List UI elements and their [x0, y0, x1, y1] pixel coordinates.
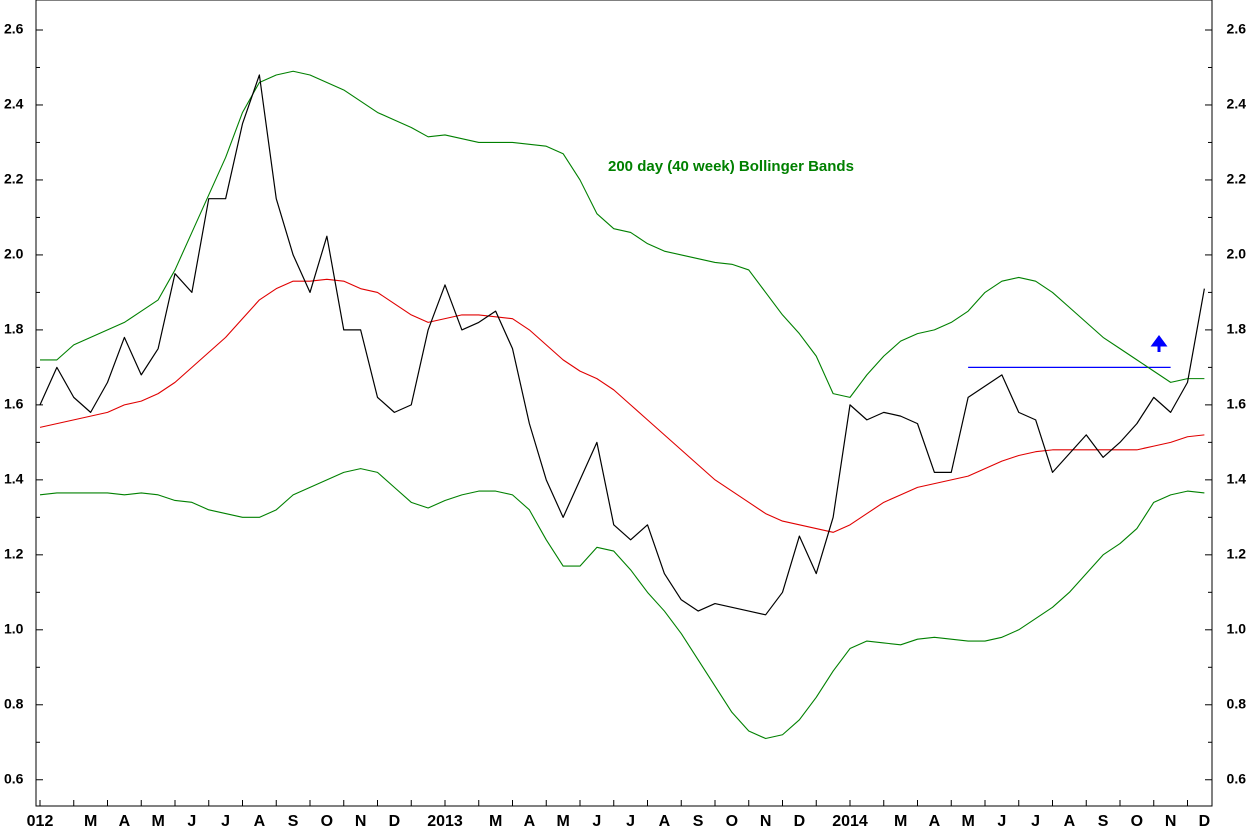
series-line	[40, 70, 1205, 398]
x-tick-label: D	[389, 813, 401, 830]
y2-tick-label: 2.6	[1227, 21, 1247, 37]
x-tick-label: M	[151, 813, 164, 830]
x-tick-label: D	[1199, 813, 1211, 830]
y2-tick-label: 0.6	[1227, 770, 1247, 786]
x-tick-label: N	[355, 813, 367, 830]
x-tick-label: M	[84, 813, 97, 830]
axes: 0.6 0.6 0.8 0.8 1.0 1.0 1.2 1.2 1.4 1.4 1.6 1.6 1.8 1…	[4, 21, 1246, 831]
series-line	[39, 74, 1205, 616]
series-line	[39, 468, 1205, 740]
y2-tick-label: 1.2	[1227, 546, 1247, 562]
x-tick-label: J	[592, 813, 601, 830]
x-tick-label: O	[1131, 813, 1143, 830]
x-tick-label: S	[1098, 813, 1109, 830]
x-tick-label: M	[961, 813, 974, 830]
y-tick-label: 1.4	[4, 471, 24, 487]
x-tick-label: 012	[27, 813, 54, 830]
x-tick-label: J	[221, 813, 230, 830]
x-tick-label: 2013	[427, 813, 463, 830]
x-tick-label: J	[187, 813, 196, 830]
x-tick-label: M	[894, 813, 907, 830]
x-tick-label: O	[726, 813, 738, 830]
y2-tick-label: 1.0	[1227, 621, 1247, 637]
x-tick-label: A	[524, 813, 536, 830]
x-tick-label: A	[1064, 813, 1076, 830]
x-tick-label: O	[321, 813, 333, 830]
annotation: 200 day (40 week) Bollinger Bands	[608, 158, 854, 175]
y2-tick-label: 2.0	[1227, 246, 1247, 262]
y2-tick-label: 1.8	[1227, 321, 1247, 337]
y2-tick-label: 2.4	[1227, 96, 1247, 112]
y-tick-label: 0.8	[4, 695, 24, 711]
y2-tick-label: 2.2	[1227, 171, 1247, 187]
x-tick-label: N	[760, 813, 772, 830]
y-tick-label: 1.8	[4, 321, 24, 337]
x-tick-label: 2014	[832, 813, 868, 830]
series-line	[39, 278, 1205, 533]
y-tick-label: 2.2	[4, 171, 24, 187]
plot-area	[39, 70, 1205, 740]
x-tick-label: J	[1031, 813, 1040, 830]
y-tick-label: 2.4	[4, 96, 24, 112]
x-tick-label: J	[626, 813, 635, 830]
y2-tick-label: 1.4	[1227, 471, 1247, 487]
x-tick-label: A	[929, 813, 941, 830]
x-tick-label: A	[119, 813, 131, 830]
y-tick-label: 2.0	[4, 246, 24, 262]
x-tick-label: J	[997, 813, 1006, 830]
x-tick-label: N	[1165, 813, 1177, 830]
x-tick-label: A	[254, 813, 266, 830]
y-tick-label: 1.2	[4, 546, 24, 562]
x-tick-label: S	[693, 813, 704, 830]
y-tick-label: 1.0	[4, 621, 24, 637]
arrow-icon	[1150, 334, 1168, 352]
x-tick-label: M	[556, 813, 569, 830]
y-tick-label: 1.6	[4, 396, 24, 412]
plot-frame	[35, 0, 1213, 807]
x-tick-label: D	[794, 813, 806, 830]
y-tick-label: 0.6	[4, 770, 24, 786]
y2-tick-label: 1.6	[1227, 396, 1247, 412]
y-tick-label: 2.6	[4, 21, 24, 37]
x-tick-label: M	[489, 813, 502, 830]
x-tick-label: A	[659, 813, 671, 830]
x-tick-label: S	[288, 813, 299, 830]
y2-tick-label: 0.8	[1227, 695, 1247, 711]
